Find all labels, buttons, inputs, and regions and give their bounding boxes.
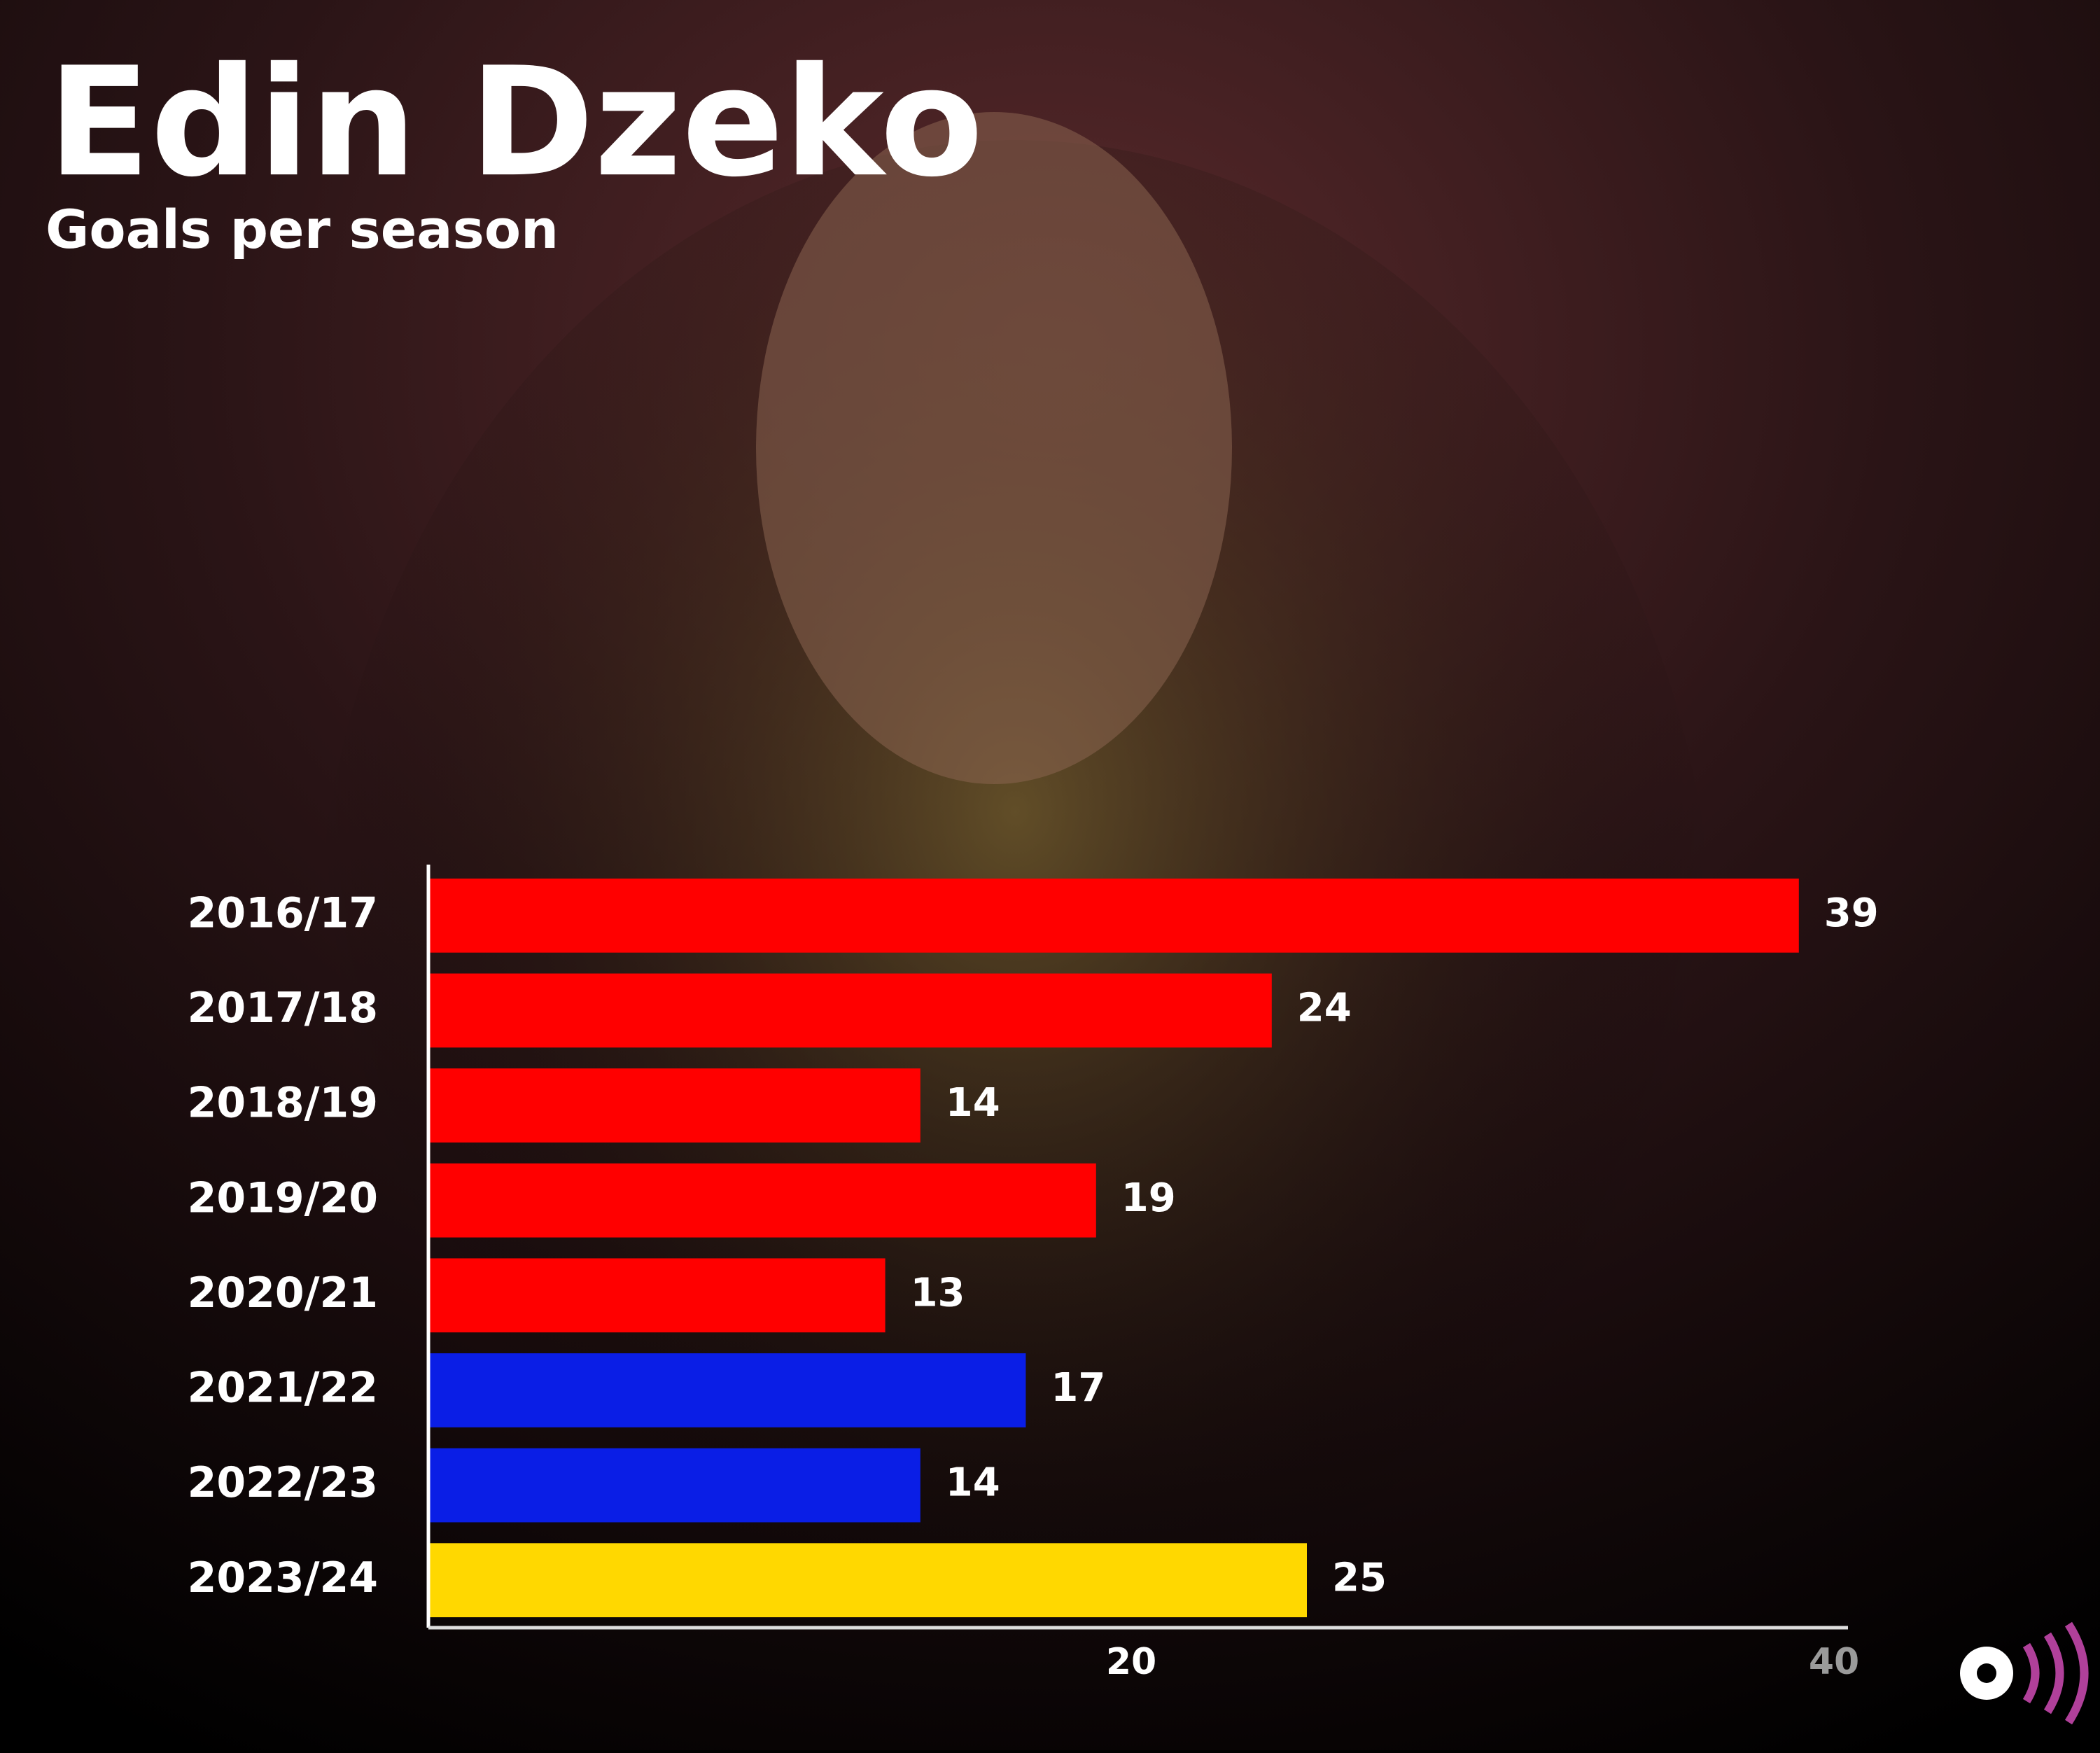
x-tick-label: 40 bbox=[1809, 1641, 1859, 1683]
bar bbox=[428, 878, 1799, 953]
bar bbox=[428, 1163, 1096, 1238]
y-tick-label: 2022/23 bbox=[188, 1458, 378, 1507]
value-label: 13 bbox=[911, 1270, 965, 1315]
bar bbox=[428, 1353, 1026, 1427]
y-tick-label: 2017/18 bbox=[188, 984, 378, 1033]
bar bbox=[428, 1068, 920, 1143]
y-tick-label: 2016/17 bbox=[188, 888, 378, 937]
value-label: 19 bbox=[1121, 1175, 1176, 1221]
value-label: 14 bbox=[946, 1460, 1000, 1506]
y-tick-label: 2021/22 bbox=[188, 1364, 378, 1413]
value-label: 39 bbox=[1824, 891, 1879, 936]
x-tick-label: 20 bbox=[1106, 1641, 1156, 1683]
y-tick-label: 2019/20 bbox=[188, 1173, 378, 1222]
y-tick-label: 2020/21 bbox=[188, 1269, 378, 1318]
y-tick-label: 2023/24 bbox=[188, 1553, 378, 1602]
chart-title: Edin Dzeko bbox=[48, 34, 983, 210]
value-label: 14 bbox=[946, 1080, 1000, 1126]
value-label: 25 bbox=[1332, 1555, 1387, 1600]
brand-logo bbox=[1960, 1621, 2089, 1725]
value-label: 17 bbox=[1051, 1365, 1105, 1411]
bar bbox=[428, 1543, 1307, 1618]
bar bbox=[428, 1448, 920, 1523]
bar bbox=[428, 1258, 886, 1333]
player-head bbox=[756, 112, 1232, 784]
chart-subtitle: Goals per season bbox=[46, 198, 559, 260]
y-tick-label: 2018/19 bbox=[188, 1079, 378, 1128]
bar bbox=[428, 973, 1272, 1048]
value-label: 24 bbox=[1297, 986, 1352, 1031]
